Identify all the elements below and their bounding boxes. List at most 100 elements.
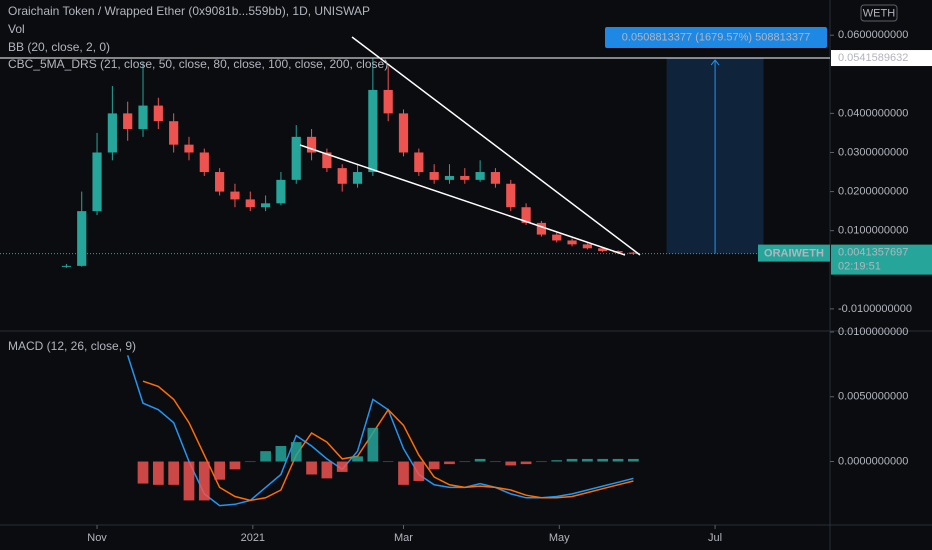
candle-body (352, 172, 363, 184)
candle-body (261, 203, 271, 208)
histogram-bar (198, 461, 210, 501)
plot-layer: 0.0600000000 0.0400000000 0.0300000000 0.02… (0, 27, 932, 544)
x-tick-label: May (549, 532, 570, 544)
histogram-bar (520, 461, 532, 465)
chart-title: Oraichain Token / Wrapped Ether (0x9081b… (8, 4, 370, 18)
y-tick-label: 0.0300000000 (838, 146, 908, 158)
macd-line (142, 380, 634, 502)
y-tick-label: 0.0000000000 (838, 455, 908, 467)
histogram-bar (183, 461, 195, 501)
x-tick-label: Nov (87, 532, 107, 544)
candle-body (429, 172, 439, 180)
histogram-bar (444, 461, 455, 465)
histogram-bar (474, 458, 486, 462)
quote-button[interactable] (860, 4, 898, 22)
y-tick-label: 0.0400000000 (838, 107, 908, 119)
histogram-bar (367, 427, 379, 462)
candle-body (199, 152, 209, 173)
histogram-bar (505, 461, 517, 466)
candle-body (536, 222, 547, 235)
y-tick-label: 0.0050000000 (838, 391, 908, 403)
candle-body (306, 136, 317, 153)
histogram-bar (627, 458, 639, 462)
histogram-bar (321, 461, 333, 479)
histogram-bar (536, 461, 547, 463)
symbol-box (758, 244, 830, 262)
histogram-bar (352, 456, 363, 462)
candle-body (598, 248, 608, 252)
candle-body (414, 152, 424, 173)
histogram-bar (152, 461, 164, 485)
histogram-bar (413, 461, 425, 481)
x-tick-label: Jul (708, 532, 722, 544)
histogram-bar (398, 461, 409, 485)
position-label: 0.0508813377 (1679.57%) 508813377 (622, 31, 810, 43)
last-price-label: 0.0041357697 (838, 247, 908, 259)
indicator-label: MACD (12, 26, close, 9) (8, 339, 136, 353)
x-tick-label: 2021 (241, 532, 265, 544)
candle-body (123, 113, 133, 130)
position-label-box (605, 27, 827, 48)
candle-body (153, 105, 163, 122)
trend-line (299, 144, 626, 256)
y-tick-label: 0.0100000000 (838, 326, 908, 338)
histogram-bar (260, 451, 271, 462)
candle-body (169, 121, 179, 145)
candle-body (582, 244, 592, 249)
candle-body (567, 240, 577, 245)
indicator-label: Vol (8, 22, 25, 36)
candle-body (77, 211, 87, 266)
candle-body (460, 175, 470, 180)
histogram-bar (551, 460, 563, 462)
histogram-bar (244, 461, 256, 463)
candle-body (444, 175, 455, 180)
y-tick-label: -0.0100000000 (838, 303, 912, 315)
histogram-bar (597, 458, 609, 462)
histogram-bar (214, 461, 225, 480)
candle-body (506, 183, 516, 208)
histogram-bar (490, 461, 501, 463)
candle-body (107, 113, 117, 153)
histogram-bar (566, 458, 578, 462)
target-price-box (831, 50, 932, 67)
symbol-label: ORAIWETH (764, 248, 824, 260)
last-price-box (831, 244, 932, 275)
histogram-bar (336, 461, 348, 472)
candle-body (215, 172, 225, 192)
candle-body (291, 136, 301, 180)
quote-button-label[interactable]: WETH (863, 7, 895, 19)
histogram-bar (582, 458, 593, 462)
candle-body (276, 179, 286, 204)
candle-body (552, 234, 562, 241)
histogram-bar (428, 461, 440, 470)
histogram-bar (290, 442, 302, 462)
candle-body (322, 152, 332, 169)
candle-body (138, 105, 148, 130)
countdown-label: 02:19:51 (838, 261, 881, 273)
histogram-bar (275, 445, 287, 462)
candle-body (383, 89, 393, 114)
histogram-bar (612, 458, 624, 462)
candle-body (475, 172, 485, 180)
y-tick-label: 0.0100000000 (838, 225, 908, 237)
histogram-bar (137, 461, 149, 484)
candle-body (245, 199, 255, 208)
candle-body (337, 168, 347, 184)
histogram-bar (459, 461, 471, 463)
candle-body (521, 207, 531, 223)
candle-body (61, 265, 71, 267)
trend-line (351, 36, 641, 256)
candle-body (398, 113, 409, 153)
candle-body (92, 152, 102, 212)
y-tick-label: 0.0600000000 (838, 29, 908, 41)
candle-body (230, 191, 240, 200)
y-tick-label: 0.0200000000 (838, 185, 908, 197)
position-arrowhead (710, 59, 720, 66)
indicator-label: CBC_5MA_DRS (21, close, 50, close, 80, c… (8, 57, 388, 71)
candle-body (490, 172, 501, 184)
target-price-label: 0.0541589632 (838, 52, 908, 64)
x-tick-label: Mar (394, 532, 413, 544)
candle-body (613, 251, 623, 253)
